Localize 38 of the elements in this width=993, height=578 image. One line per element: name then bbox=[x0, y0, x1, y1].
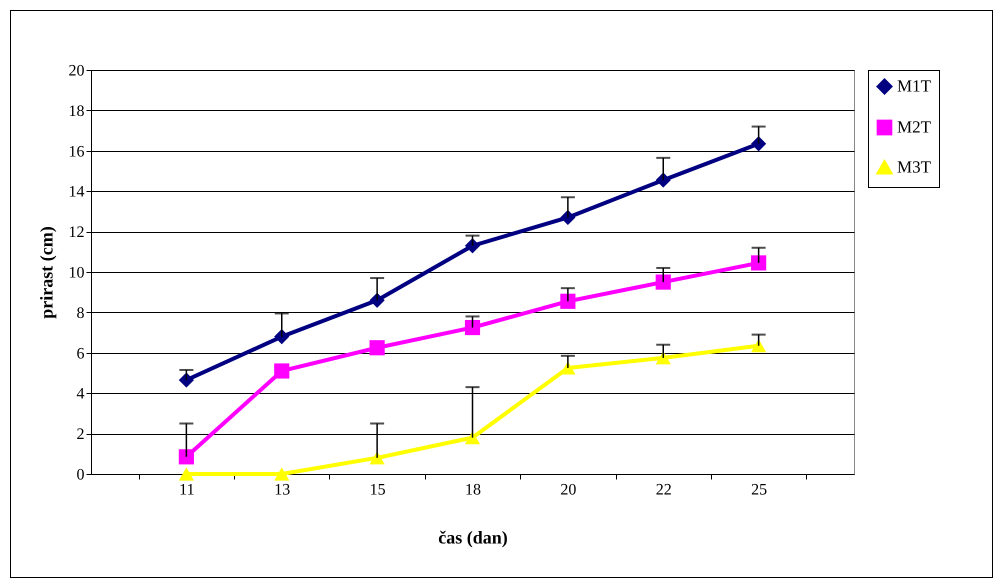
point bbox=[751, 339, 766, 352]
x-tick-label: 25 bbox=[751, 482, 768, 498]
y-tick-label: 20 bbox=[68, 62, 84, 80]
y-tick-label: 10 bbox=[68, 264, 84, 282]
legend-label: M1T bbox=[897, 76, 932, 96]
point bbox=[656, 351, 671, 364]
y-tick-label: 8 bbox=[76, 304, 84, 322]
point bbox=[656, 274, 671, 290]
point bbox=[274, 363, 290, 379]
legend-label: M2T bbox=[897, 118, 932, 136]
x-tick-label: 15 bbox=[370, 482, 386, 498]
x-axis-title: čas (dan) bbox=[438, 528, 508, 548]
y-tick-label: 0 bbox=[76, 466, 84, 484]
point bbox=[178, 467, 194, 481]
y-tick-label: 18 bbox=[68, 102, 84, 120]
x-tick-label: 22 bbox=[656, 482, 672, 498]
y-tick-label: 6 bbox=[76, 345, 84, 362]
x-tick-label: 18 bbox=[465, 482, 481, 498]
point bbox=[178, 372, 194, 388]
point bbox=[370, 340, 385, 356]
y-tick-label: 16 bbox=[68, 143, 84, 160]
y-tick-label: 4 bbox=[76, 386, 84, 403]
point bbox=[560, 210, 576, 226]
point bbox=[274, 467, 290, 481]
point bbox=[464, 320, 480, 336]
x-tick-label: 13 bbox=[274, 482, 290, 498]
point bbox=[178, 449, 194, 464]
y-tick-label: 2 bbox=[76, 426, 84, 444]
x-tick-label: 11 bbox=[179, 482, 195, 498]
point bbox=[751, 255, 766, 270]
x-tick-label: 20 bbox=[560, 482, 576, 498]
legend-label: M3T bbox=[897, 158, 932, 176]
point bbox=[560, 294, 576, 309]
y-tick-label: 12 bbox=[68, 224, 84, 242]
point bbox=[560, 361, 576, 375]
point bbox=[370, 451, 385, 464]
y-axis-title: prirast (cm) bbox=[36, 226, 56, 319]
y-tick-label: 14 bbox=[68, 184, 84, 201]
